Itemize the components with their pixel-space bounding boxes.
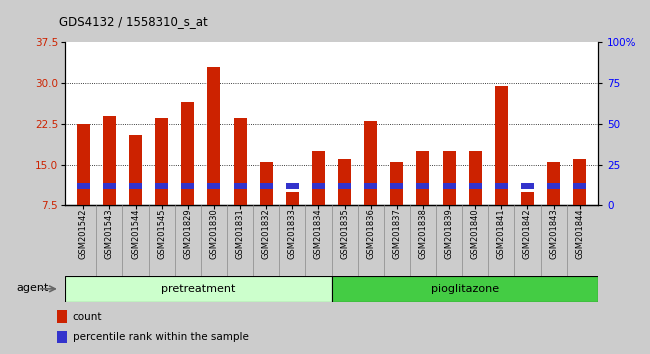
Bar xyxy=(573,183,586,189)
Text: GSM201830: GSM201830 xyxy=(209,208,218,259)
Bar xyxy=(57,310,68,323)
Text: count: count xyxy=(73,312,102,322)
Text: GSM201833: GSM201833 xyxy=(288,208,297,259)
Bar xyxy=(547,183,560,189)
Bar xyxy=(181,183,194,189)
Text: GSM201832: GSM201832 xyxy=(262,208,270,259)
Text: GSM201542: GSM201542 xyxy=(79,208,88,259)
Text: GSM201545: GSM201545 xyxy=(157,208,166,259)
Bar xyxy=(155,119,168,205)
Bar xyxy=(129,183,142,189)
Bar xyxy=(521,192,534,205)
Text: GSM201840: GSM201840 xyxy=(471,208,480,259)
Bar xyxy=(443,183,456,189)
Text: GSM201834: GSM201834 xyxy=(314,208,323,259)
Bar xyxy=(233,119,246,205)
Bar xyxy=(390,183,404,189)
Bar xyxy=(233,183,246,189)
Text: GSM201831: GSM201831 xyxy=(235,208,244,259)
Text: GSM201835: GSM201835 xyxy=(340,208,349,259)
Bar xyxy=(364,183,377,189)
Bar xyxy=(469,151,482,205)
Bar xyxy=(338,159,351,205)
Text: GSM201838: GSM201838 xyxy=(419,208,428,259)
Text: GDS4132 / 1558310_s_at: GDS4132 / 1558310_s_at xyxy=(58,15,207,28)
Bar xyxy=(181,102,194,205)
Bar xyxy=(495,86,508,205)
Bar xyxy=(65,276,332,302)
Bar xyxy=(364,121,377,205)
Text: GSM201836: GSM201836 xyxy=(366,208,375,259)
Bar xyxy=(259,183,273,189)
Bar xyxy=(573,159,586,205)
Bar xyxy=(207,67,220,205)
Text: GSM201837: GSM201837 xyxy=(393,208,401,259)
Bar xyxy=(312,151,325,205)
Text: percentile rank within the sample: percentile rank within the sample xyxy=(73,332,248,342)
Text: GSM201842: GSM201842 xyxy=(523,208,532,259)
Bar xyxy=(286,183,299,189)
Text: pioglitazone: pioglitazone xyxy=(431,284,499,294)
Text: GSM201543: GSM201543 xyxy=(105,208,114,259)
Bar xyxy=(417,151,430,205)
Text: GSM201841: GSM201841 xyxy=(497,208,506,259)
Bar xyxy=(417,183,430,189)
Bar xyxy=(312,183,325,189)
Text: GSM201839: GSM201839 xyxy=(445,208,454,259)
Bar xyxy=(77,183,90,189)
Bar xyxy=(77,124,90,205)
Text: GSM201843: GSM201843 xyxy=(549,208,558,259)
Bar xyxy=(259,162,273,205)
Text: GSM201829: GSM201829 xyxy=(183,208,192,259)
Bar xyxy=(390,162,404,205)
Bar xyxy=(338,183,351,189)
Text: GSM201844: GSM201844 xyxy=(575,208,584,259)
Text: pretreatment: pretreatment xyxy=(161,284,235,294)
Bar xyxy=(57,331,68,343)
Bar xyxy=(495,183,508,189)
Bar xyxy=(129,135,142,205)
Bar xyxy=(155,183,168,189)
Bar xyxy=(332,276,598,302)
Bar xyxy=(469,183,482,189)
Text: GSM201544: GSM201544 xyxy=(131,208,140,259)
Text: agent: agent xyxy=(16,282,49,293)
Bar xyxy=(443,151,456,205)
Bar xyxy=(103,183,116,189)
Bar xyxy=(547,162,560,205)
Bar xyxy=(286,192,299,205)
Bar xyxy=(103,116,116,205)
Bar xyxy=(521,183,534,189)
Bar xyxy=(207,183,220,189)
